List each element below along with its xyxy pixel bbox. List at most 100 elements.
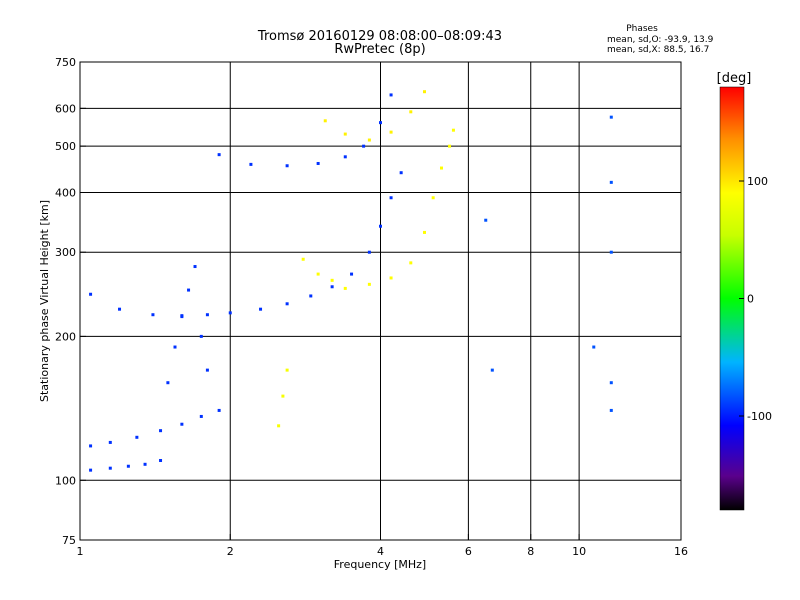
data-point [118, 307, 122, 311]
data-point [126, 464, 130, 468]
data-point [249, 162, 253, 166]
data-point [173, 345, 177, 349]
data-point [330, 278, 334, 282]
data-point [389, 130, 393, 134]
data-point [151, 313, 155, 317]
data-point [350, 272, 354, 276]
data-points [89, 90, 613, 472]
data-point [609, 115, 613, 119]
data-point [367, 250, 371, 254]
stats-o-mode: mean, sd,O: -93.9, 13.9 [607, 35, 714, 45]
data-point [343, 286, 347, 290]
data-point [205, 313, 209, 317]
data-point [379, 121, 382, 125]
data-point [609, 381, 613, 385]
data-point [422, 90, 426, 94]
y-tick-label: 750 [55, 56, 76, 69]
data-point [609, 180, 613, 184]
data-point [367, 282, 371, 286]
axis-ticks: 1 2 4 6 8 10 16 75 100 200 300 400 500 600 750 [55, 56, 688, 558]
colorbar-tick-label: 0 [747, 293, 754, 306]
data-point [379, 224, 382, 228]
x-tick-label: 8 [527, 545, 534, 558]
data-point [330, 285, 334, 289]
data-point [285, 302, 289, 306]
y-axis-label: Stationary phase Virtual Height [km] [38, 200, 51, 402]
data-point [205, 368, 209, 372]
data-point [285, 164, 289, 168]
colorbar-ticks: 100 0 -100 [739, 175, 772, 423]
y-tick-label: 300 [55, 246, 76, 259]
data-point [484, 218, 488, 222]
y-tick-label: 400 [55, 186, 76, 199]
y-tick-label: 75 [62, 534, 76, 547]
data-point [281, 394, 285, 398]
stats-x-mode: mean, sd,X: 88.5, 16.7 [607, 45, 709, 55]
data-point [259, 307, 263, 311]
data-point [399, 171, 403, 175]
data-point [316, 161, 320, 165]
data-point [159, 458, 163, 462]
data-point [89, 468, 93, 472]
chart-subtitle: RwPretec (8p) [334, 42, 425, 57]
y-tick-label: 600 [55, 102, 76, 115]
data-point [180, 422, 184, 426]
data-point [180, 314, 184, 318]
data-point [143, 462, 147, 466]
colorbar-unit: [deg] [717, 71, 752, 86]
data-point [89, 292, 93, 296]
data-point [277, 424, 281, 428]
data-point [343, 132, 347, 136]
data-point [362, 144, 366, 148]
data-point [309, 294, 313, 298]
colorbar-tick-label: -100 [747, 410, 772, 423]
data-point [228, 311, 232, 315]
data-point [451, 128, 455, 132]
data-point [217, 408, 221, 412]
x-tick-label: 4 [377, 545, 384, 558]
data-point [609, 250, 613, 254]
x-tick-label: 16 [674, 545, 688, 558]
x-axis-label: Frequency [MHz] [334, 558, 426, 571]
data-point [448, 144, 452, 148]
y-tick-label: 100 [55, 474, 76, 487]
data-point [323, 119, 327, 123]
data-point [135, 435, 139, 439]
data-point [367, 138, 371, 142]
data-point [431, 196, 435, 200]
chart-title: Tromsø 20160129 08:08:00–08:09:43 [257, 29, 502, 44]
data-point [389, 93, 393, 97]
data-point [159, 429, 163, 433]
colorbar-tick-label: 100 [747, 175, 768, 188]
gridlines [80, 62, 681, 540]
y-tick-label: 200 [55, 330, 76, 343]
data-point [199, 334, 203, 338]
data-point [389, 196, 393, 200]
data-point [409, 110, 413, 114]
data-point [389, 276, 393, 280]
y-tick-label: 500 [55, 140, 76, 153]
data-point [217, 153, 221, 157]
x-tick-label: 10 [572, 545, 586, 558]
data-point [343, 155, 347, 159]
data-point [609, 408, 613, 412]
data-point [592, 345, 596, 349]
x-tick-label: 1 [77, 545, 84, 558]
data-point [490, 368, 494, 372]
data-point [193, 265, 197, 269]
stats-heading: Phases [626, 24, 658, 34]
data-point [440, 166, 444, 170]
data-point [108, 466, 112, 470]
data-point [108, 440, 112, 444]
data-point [285, 368, 289, 372]
data-point [166, 381, 170, 385]
data-point [199, 414, 203, 418]
x-tick-label: 2 [227, 545, 234, 558]
data-point [301, 257, 305, 261]
data-point [316, 272, 320, 276]
data-point [187, 288, 191, 292]
data-point [89, 444, 93, 448]
data-point [409, 261, 413, 265]
data-point [422, 230, 426, 234]
